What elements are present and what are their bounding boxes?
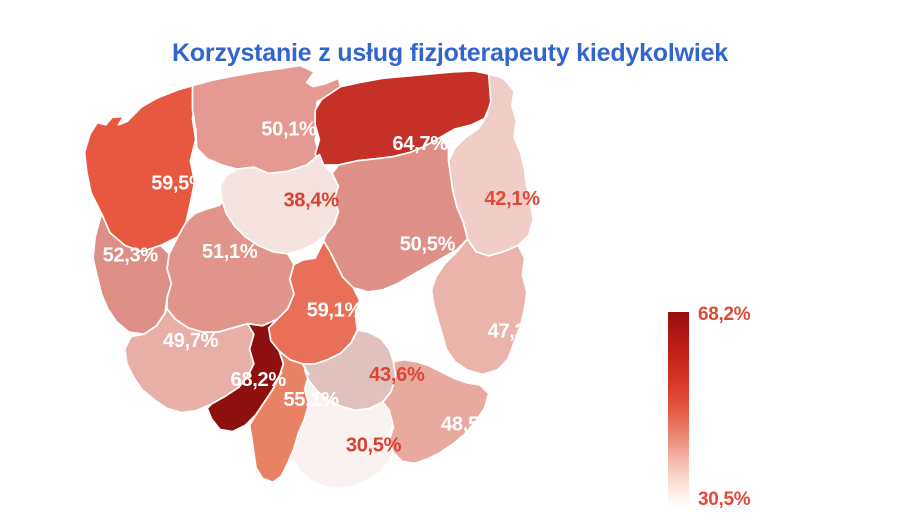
region-podkarpackie[interactable] [382,358,490,465]
map-regions-group [83,64,534,490]
region-malopolskie[interactable] [286,379,395,490]
region-slaskie[interactable] [248,350,310,484]
choropleth-map-poland: 59,5% 50,1% 64,7% 42,1% 38,4% 52,3% 51,1… [0,55,660,531]
legend-gradient-bar [668,312,689,509]
region-mazowieckie[interactable] [322,136,469,293]
legend-min-label: 30,5% [698,489,751,510]
legend: 68,2% 30,5% [664,305,844,520]
region-opolskie[interactable] [206,318,285,433]
region-lubelskie[interactable] [430,238,528,376]
page-title: Korzystanie z usług fizjoterapeuty kiedy… [171,38,729,67]
legend-max-label: 68,2% [698,304,751,325]
map-svg: 59,5% 50,1% 64,7% 42,1% 38,4% 52,3% 51,1… [83,64,544,490]
